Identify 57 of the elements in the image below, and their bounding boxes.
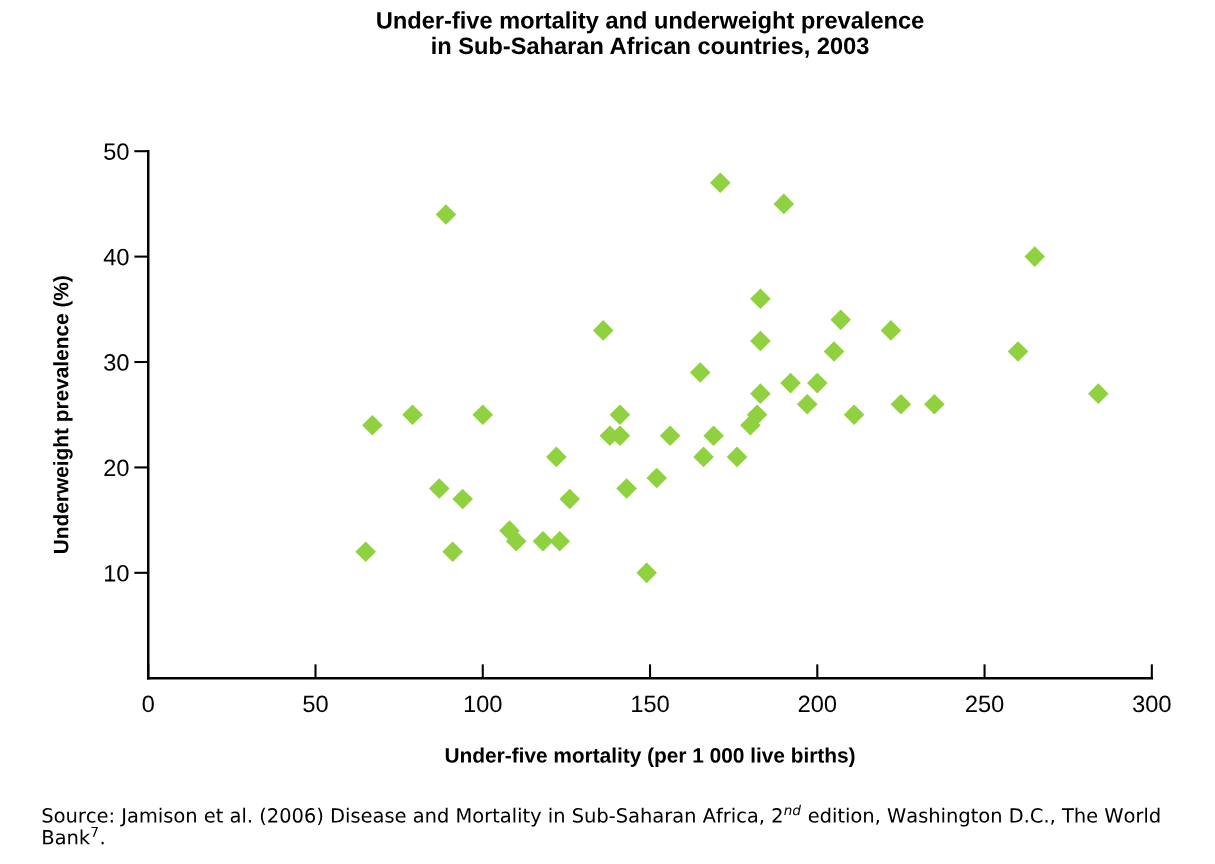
point — [880, 320, 902, 341]
point — [726, 446, 748, 468]
point — [452, 488, 473, 510]
point — [428, 478, 450, 499]
point — [646, 467, 668, 489]
point — [362, 414, 383, 436]
point — [659, 425, 681, 447]
point — [796, 393, 818, 415]
point — [1088, 383, 1109, 404]
point — [806, 372, 828, 394]
y-tick-label: 30 — [104, 354, 129, 371]
x-tick-label: 300 — [1133, 695, 1171, 713]
point — [505, 530, 527, 552]
y-axis-title: Underweight prevalence (%) — [53, 276, 73, 553]
point — [750, 330, 771, 352]
point — [472, 404, 494, 426]
x-tick-label: 0 — [142, 695, 154, 713]
point — [773, 193, 795, 215]
y-tick-label: 10 — [105, 564, 129, 582]
x-tick-label: 250 — [966, 695, 1004, 713]
point — [780, 372, 801, 394]
x-tick-label: 100 — [464, 695, 502, 713]
point — [843, 404, 865, 426]
point — [532, 530, 554, 552]
text: Source: Jamison et al. (2006) Disease and Mortality in Sub-Saharan Africa, 2$^{nd}$ edition, Washington D.C., The World Bank$^{7}$. — [42, 804, 1160, 845]
x-axis-title: Under-five mortality (per 1 000 live births) — [445, 747, 855, 767]
point — [830, 309, 852, 331]
y-tick-label: 50 — [104, 143, 129, 160]
point — [746, 404, 768, 426]
point — [636, 562, 657, 584]
y-tick-label: 40 — [103, 248, 129, 266]
x-tick-label: 50 — [303, 695, 328, 713]
point — [1007, 341, 1029, 362]
point — [823, 341, 845, 362]
point — [592, 320, 614, 341]
point — [609, 404, 631, 426]
point — [549, 530, 570, 552]
point — [890, 393, 912, 415]
point — [546, 446, 567, 468]
point — [703, 425, 724, 447]
point — [693, 446, 714, 468]
point — [355, 541, 376, 563]
point — [750, 288, 771, 310]
point — [616, 478, 637, 499]
point — [402, 404, 423, 426]
y-tick-label: 20 — [104, 459, 129, 477]
point — [924, 393, 945, 415]
point — [435, 204, 457, 225]
chart-title: Under-five mortality and underweight prevalence in Sub-Saharan African countries, 2003 — [377, 11, 924, 58]
x-tick-label: 200 — [798, 695, 837, 713]
point — [750, 383, 771, 404]
point — [559, 488, 581, 510]
point — [689, 362, 711, 383]
point — [709, 172, 731, 194]
point — [442, 541, 463, 563]
point — [1024, 246, 1046, 267]
x-tick-label: 150 — [632, 695, 669, 713]
